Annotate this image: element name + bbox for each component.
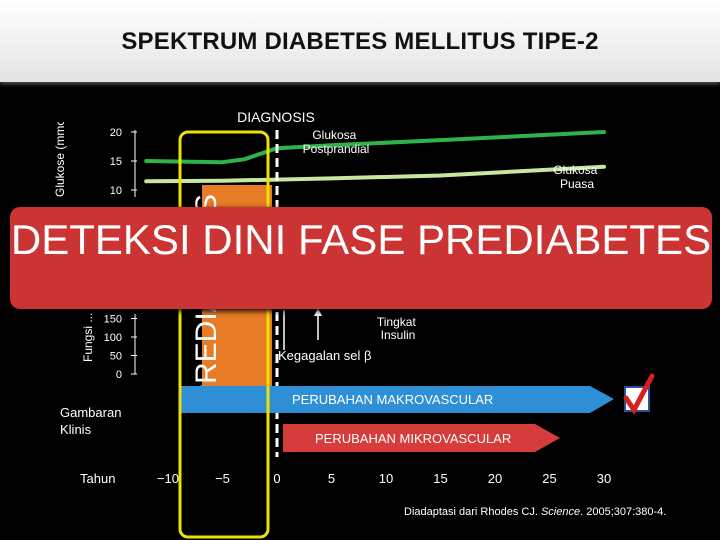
prediabetes-callout: DETEKSI DINI FASE PREDIABETES: [10, 207, 712, 309]
glucose-y-label: Glukose (mmol/l): [53, 106, 67, 197]
postprandial-label: Glukosa Postprandial: [303, 128, 370, 156]
insulin-arrowhead: [314, 308, 322, 316]
x-tick-label: −10: [157, 471, 179, 486]
function-tick-label: 100: [104, 332, 122, 344]
prediabetes-window: [178, 130, 270, 539]
diagnosis-label: DIAGNOSIS: [237, 109, 315, 125]
insulin-level-label: Tingkat Insulin: [377, 315, 419, 342]
checkmark-icon: [623, 373, 655, 415]
title-bar: SPEKTRUM DIABETES MELLITUS TIPE-2: [0, 0, 720, 82]
glucose-tick-label: 15: [110, 156, 122, 168]
x-tick-label: 5: [328, 471, 335, 486]
clinical-label: Gambaran Klinis: [60, 405, 125, 437]
x-tick-label: 10: [379, 471, 393, 486]
fasting-label: Glukosa Puasa: [553, 163, 600, 191]
x-tick-label: 15: [433, 471, 447, 486]
x-tick-label: 30: [597, 471, 611, 486]
diabetes-spectrum-chart: DIAGNOSIS Glukose (mmol/l) Fungsi ... Re…: [53, 106, 655, 539]
fasting-glucose-line: [144, 164, 606, 184]
x-axis-label: Tahun: [80, 471, 115, 486]
macrovascular-label: PERUBAHAN MAKROVASCULAR: [292, 392, 493, 407]
source-suffix: . 2005;307:380-4.: [580, 506, 667, 518]
microvascular-label: PERUBAHAN MIKROVASCULAR: [315, 431, 511, 446]
macrovascular-arrow: [180, 386, 614, 413]
source-citation: Diadaptasi dari Rhodes CJ. Science. 2005…: [404, 506, 666, 518]
function-tick-label: 0: [116, 369, 122, 381]
beta-cell-failure-label: Kegagalan sel β: [278, 348, 372, 363]
x-tick-label: 0: [273, 471, 280, 486]
function-tick-label: 50: [110, 351, 122, 363]
callout-text: DETEKSI DINI FASE PREDIABETES: [10, 216, 712, 263]
postprandial-glucose-line: [144, 130, 606, 165]
x-tick-label: −5: [215, 471, 230, 486]
function-tick-label: 150: [104, 314, 122, 326]
source-journal: Science: [540, 506, 581, 518]
microvascular-arrow: [283, 424, 560, 452]
glucose-tick-label: 20: [110, 127, 122, 139]
x-tick-label: 25: [542, 471, 556, 486]
source-prefix: Diadaptasi dari Rhodes CJ.: [404, 506, 541, 518]
slide-title: SPEKTRUM DIABETES MELLITUS TIPE-2: [121, 28, 599, 55]
glucose-tick-label: 10: [110, 185, 122, 197]
x-tick-label: 20: [488, 471, 502, 486]
